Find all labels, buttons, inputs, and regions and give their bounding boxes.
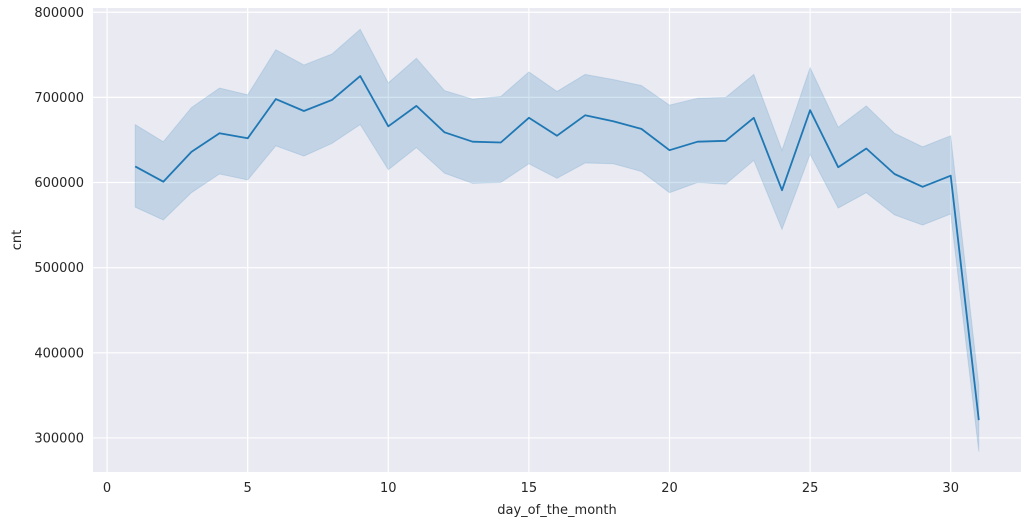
plot-area — [93, 8, 1021, 472]
x-tick-label: 30 — [942, 481, 959, 496]
y-tick-label: 500000 — [34, 261, 84, 276]
y-tick-label: 700000 — [34, 91, 84, 106]
y-tick-label: 600000 — [34, 176, 84, 191]
x-axis-label: day_of_the_month — [497, 503, 616, 518]
grid-lines — [93, 8, 1021, 472]
x-tick-label: 20 — [661, 481, 678, 496]
series-line — [134, 75, 980, 421]
x-tick-label: 0 — [103, 481, 111, 496]
series-line-layer — [134, 75, 980, 421]
x-tick-labels: 0 5 10 15 20 25 30 — [103, 481, 959, 496]
y-axis-label: cnt — [10, 230, 25, 250]
y-tick-label: 800000 — [34, 6, 84, 21]
x-tick-label: 10 — [380, 481, 397, 496]
confidence-band — [134, 28, 980, 452]
x-tick-label: 15 — [521, 481, 538, 496]
confidence-band-layer — [134, 28, 980, 452]
y-tick-labels: 300000 400000 500000 600000 700000 800000 — [34, 6, 84, 447]
y-tick-label: 400000 — [34, 346, 84, 361]
y-tick-label: 300000 — [34, 431, 84, 446]
x-tick-label: 25 — [802, 481, 819, 496]
x-tick-label: 5 — [244, 481, 252, 496]
